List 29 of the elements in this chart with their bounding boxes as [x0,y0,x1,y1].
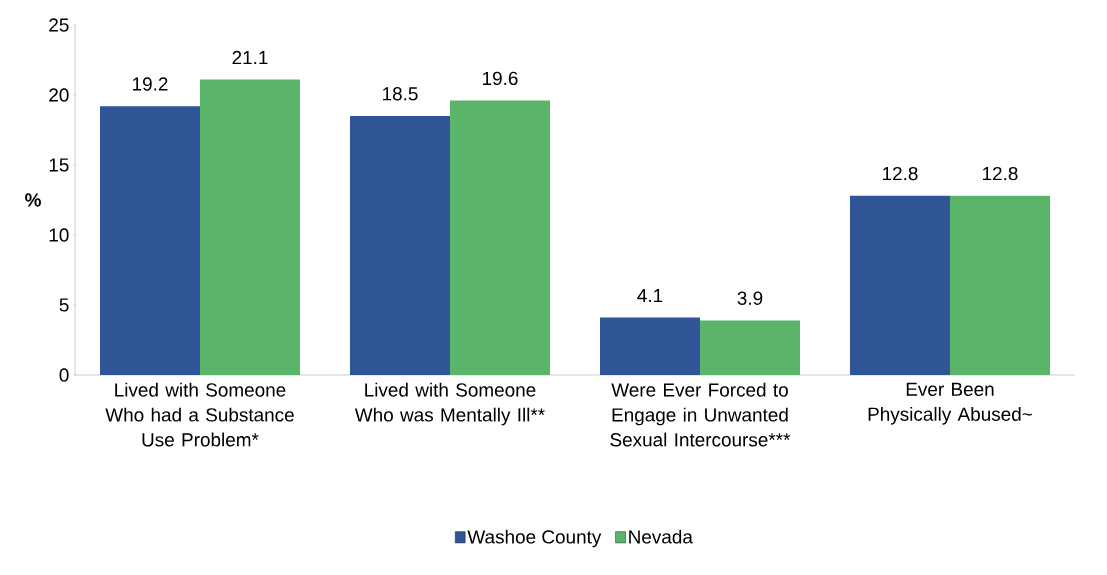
data-label: 19.6 [483,71,518,86]
bar [100,106,200,375]
x-tick-label: Lived with Someone Who was Mentally Ill** [354,382,545,426]
bar [599,317,700,375]
data-label: 12.8 [983,166,1018,181]
legend-label: Washoe County [467,529,602,548]
data-label: 18.5 [383,87,418,101]
y-tick-label: 20 [49,88,69,102]
data-label: 4.1 [637,289,663,303]
data-label: 12.8 [883,166,918,181]
y-tick-label: 15 [49,158,69,172]
bar [699,320,800,375]
data-label: 3.9 [737,291,763,305]
bar [350,116,450,375]
legend-label: Nevada [629,529,693,544]
bar [449,100,550,375]
x-tick-label: Ever Been Physically Abused~ [868,382,1032,425]
y-tick-label: 10 [49,228,69,242]
y-tick-label: 25 [49,18,69,32]
bar [849,195,950,375]
y-axis-title: % [25,193,41,207]
x-tick-label: Were Ever Forced to Engage in Unwanted Sexual Intercourse*** [610,382,791,447]
data-label: 19.2 [133,77,168,91]
data-label: 21.1 [232,50,268,65]
y-tick-label: 0 [59,368,69,382]
bar [949,195,1050,375]
x-tick-label: Lived with Someone Who had a Substance Use Problem* [105,382,294,447]
y-tick-label: 5 [59,298,69,312]
bar [200,79,300,375]
